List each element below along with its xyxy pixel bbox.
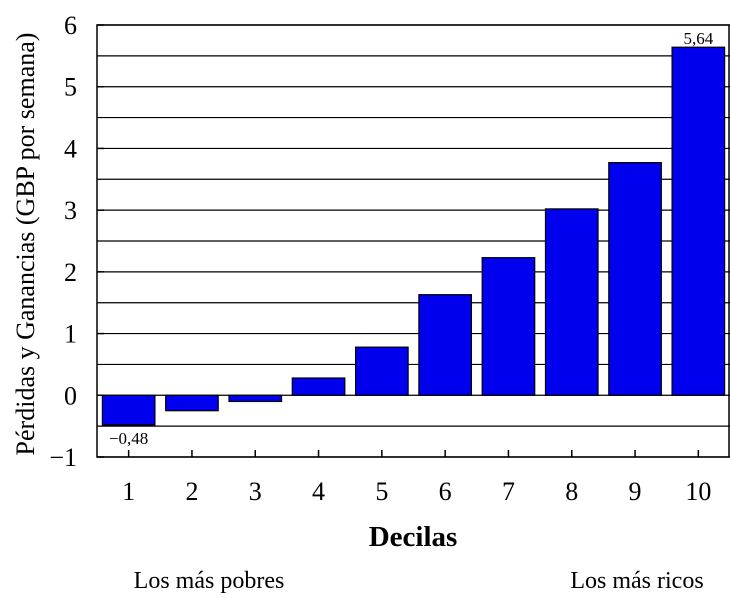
- y-tick-label: 3: [64, 196, 77, 225]
- x-tick-label: 5: [375, 477, 388, 506]
- bar: [608, 162, 662, 396]
- note-richest: Los más ricos: [570, 568, 703, 594]
- y-tick-label: 4: [64, 134, 77, 163]
- bar: [354, 346, 409, 396]
- x-tick-label: 6: [439, 477, 452, 506]
- bar: [228, 394, 283, 403]
- y-tick-label: 2: [64, 258, 77, 287]
- bar: [481, 257, 536, 396]
- x-tick-label: 4: [312, 477, 325, 506]
- y-tick-label: 6: [64, 11, 77, 40]
- x-axis-title: Decilas: [369, 521, 458, 553]
- x-tick-label: 2: [185, 477, 198, 506]
- x-tick-label: 9: [629, 477, 642, 506]
- x-tick-label: 10: [685, 477, 711, 506]
- grid-lines: [97, 24, 730, 458]
- plot-frame: [96, 24, 730, 458]
- y-axis: −1 0 1 2 3 4 5 6: [49, 11, 104, 472]
- y-axis-title: Pérdidas y Ganancias (GBP por semana): [11, 33, 40, 456]
- x-axis: 1 2 3 4 5 6 7 8 9 10: [122, 450, 711, 506]
- y-tick-label: 5: [64, 73, 77, 102]
- bar: [101, 394, 156, 426]
- y-tick-label: −1: [49, 443, 77, 472]
- bar: [165, 394, 219, 412]
- bar: [418, 294, 473, 396]
- x-tick-label: 3: [249, 477, 262, 506]
- bar: [671, 46, 726, 396]
- data-label: −0,48: [109, 429, 148, 448]
- bars: [101, 46, 726, 426]
- x-tick-label: 1: [122, 477, 135, 506]
- x-tick-label: 8: [565, 477, 578, 506]
- y-tick-label: 1: [64, 320, 77, 349]
- bar: [544, 208, 599, 396]
- x-tick-label: 7: [502, 477, 515, 506]
- data-labels: −0,48 5,64: [109, 29, 714, 448]
- note-poorest: Los más pobres: [134, 568, 285, 594]
- bar: [291, 377, 346, 396]
- data-label: 5,64: [683, 29, 713, 48]
- y-tick-label: 0: [64, 381, 77, 410]
